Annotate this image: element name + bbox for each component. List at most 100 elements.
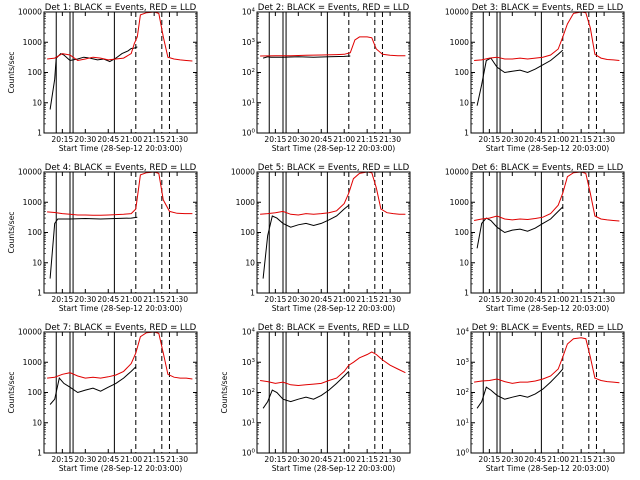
y-tick-label: 1 <box>37 449 42 458</box>
axes-frame <box>43 331 198 454</box>
x-axis-label: Start Time (28-Sep-12 20:03:00) <box>486 304 610 313</box>
detector-panel: Det 7: BLACK = Events, RED = LLD 1 10 100 10… <box>7 323 198 473</box>
y-tick-label: 101 <box>456 418 469 427</box>
lld-series-line <box>260 36 406 57</box>
x-tick-label: 20:15 <box>51 135 73 144</box>
x-tick-label: 20:45 <box>524 455 546 464</box>
y-tick-label: 100 <box>241 228 256 237</box>
x-tick-label: 20:15 <box>478 135 500 144</box>
panel-title: Det 5: BLACK = Events, RED = LLD <box>258 163 410 173</box>
lld-series-line <box>474 337 620 384</box>
lld-series-line <box>474 12 620 61</box>
events-series-line <box>262 55 351 59</box>
y-tick-label: 103 <box>242 38 256 47</box>
detector-panel: Det 4: BLACK = Events, RED = LLD 1 10 100 10… <box>7 163 198 313</box>
x-tick-label: 21:00 <box>333 295 355 304</box>
panel-title: Det 3: BLACK = Events, RED = LLD <box>472 3 624 13</box>
y-tick-label: 104 <box>456 328 470 337</box>
y-tick-label: 10 <box>32 258 42 267</box>
x-tick-label: 21:15 <box>143 295 165 304</box>
y-tick-label: 10 <box>32 98 42 107</box>
x-tick-label: 20:30 <box>74 455 96 464</box>
x-tick-label: 21:15 <box>356 135 378 144</box>
y-tick-label: 10000 <box>445 8 469 17</box>
detector-panel: Det 1: BLACK = Events, RED = LLD 1 10 100 10… <box>7 3 198 153</box>
y-tick-label: 104 <box>242 328 256 337</box>
x-tick-label: 21:30 <box>166 135 188 144</box>
axes-frame <box>470 171 625 294</box>
x-tick-label: 20:45 <box>310 455 332 464</box>
y-tick-label: 1 <box>37 289 42 298</box>
y-tick-label: 1000 <box>23 38 42 47</box>
plot-area <box>47 172 193 293</box>
x-tick-label: 20:30 <box>74 135 96 144</box>
lld-series-line <box>47 172 193 216</box>
events-series-line <box>476 49 564 106</box>
axes-frame <box>256 11 411 134</box>
plot-area <box>474 172 620 293</box>
panel-title: Det 1: BLACK = Events, RED = LLD <box>45 3 197 13</box>
y-tick-label: 1 <box>250 289 255 298</box>
plot-area <box>47 332 193 453</box>
x-tick-label: 20:15 <box>51 295 73 304</box>
y-tick-label: 100 <box>28 388 43 397</box>
x-tick-label: 20:45 <box>310 135 332 144</box>
x-tick-label: 21:15 <box>143 455 165 464</box>
y-tick-label: 1000 <box>23 198 42 207</box>
panel-title: Det 2: BLACK = Events, RED = LLD <box>258 3 410 13</box>
x-axis-label: Start Time (28-Sep-12 20:03:00) <box>486 144 610 153</box>
plot-area <box>260 332 406 453</box>
y-tick-label: 1 <box>37 129 42 138</box>
y-tick-label: 1000 <box>236 198 255 207</box>
y-tick-label: 103 <box>456 358 470 367</box>
x-tick-label: 20:15 <box>478 455 500 464</box>
lld-series-line <box>47 12 193 62</box>
y-tick-label: 102 <box>456 388 469 397</box>
detector-panel: Det 8: BLACK = Events, RED = LLD 100 101 10… <box>220 323 411 473</box>
detector-panel: Det 6: BLACK = Events, RED = LLD 1 10 100 10… <box>445 163 625 313</box>
plot-area <box>474 12 620 133</box>
y-axis-label: Counts/sec <box>7 212 16 254</box>
x-tick-label: 21:30 <box>593 455 615 464</box>
plot-area <box>260 12 406 133</box>
x-tick-label: 21:30 <box>593 135 615 144</box>
x-tick-label: 21:00 <box>120 295 142 304</box>
x-tick-label: 20:15 <box>264 295 286 304</box>
y-tick-label: 100 <box>242 129 256 138</box>
x-tick-label: 21:30 <box>379 455 401 464</box>
y-tick-label: 102 <box>242 68 255 77</box>
x-tick-label: 21:15 <box>356 455 378 464</box>
y-tick-label: 1 <box>464 129 469 138</box>
x-tick-label: 20:30 <box>74 295 96 304</box>
x-tick-label: 21:00 <box>547 295 569 304</box>
y-tick-label: 10 <box>459 98 469 107</box>
x-tick-label: 21:00 <box>120 135 142 144</box>
x-axis-label: Start Time (28-Sep-12 20:03:00) <box>59 464 183 473</box>
plot-area <box>47 12 193 133</box>
y-axis-label: Counts/sec <box>7 52 16 94</box>
x-tick-label: 20:45 <box>97 295 119 304</box>
events-series-line <box>262 371 350 409</box>
y-tick-label: 10000 <box>18 328 42 337</box>
plot-area <box>260 172 406 293</box>
x-tick-label: 21:30 <box>593 295 615 304</box>
x-axis-label: Start Time (28-Sep-12 20:03:00) <box>59 144 183 153</box>
panel-title: Det 4: BLACK = Events, RED = LLD <box>45 163 197 173</box>
x-tick-label: 21:15 <box>356 295 378 304</box>
y-tick-label: 10000 <box>445 168 469 177</box>
x-tick-label: 20:30 <box>287 295 309 304</box>
x-tick-label: 20:45 <box>524 135 546 144</box>
axes-frame <box>43 171 198 294</box>
x-tick-label: 20:15 <box>264 135 286 144</box>
y-tick-label: 100 <box>242 449 256 458</box>
events-series-line <box>49 216 138 279</box>
x-tick-label: 21:00 <box>333 135 355 144</box>
y-tick-label: 10 <box>32 418 42 427</box>
y-tick-label: 100 <box>28 68 43 77</box>
axes-frame <box>256 171 411 294</box>
y-axis-label: Counts/sec <box>220 372 229 414</box>
x-tick-label: 21:00 <box>120 455 142 464</box>
y-tick-label: 1 <box>464 289 469 298</box>
y-axis-label: Counts/sec <box>7 372 16 414</box>
x-axis-label: Start Time (28-Sep-12 20:03:00) <box>272 144 396 153</box>
